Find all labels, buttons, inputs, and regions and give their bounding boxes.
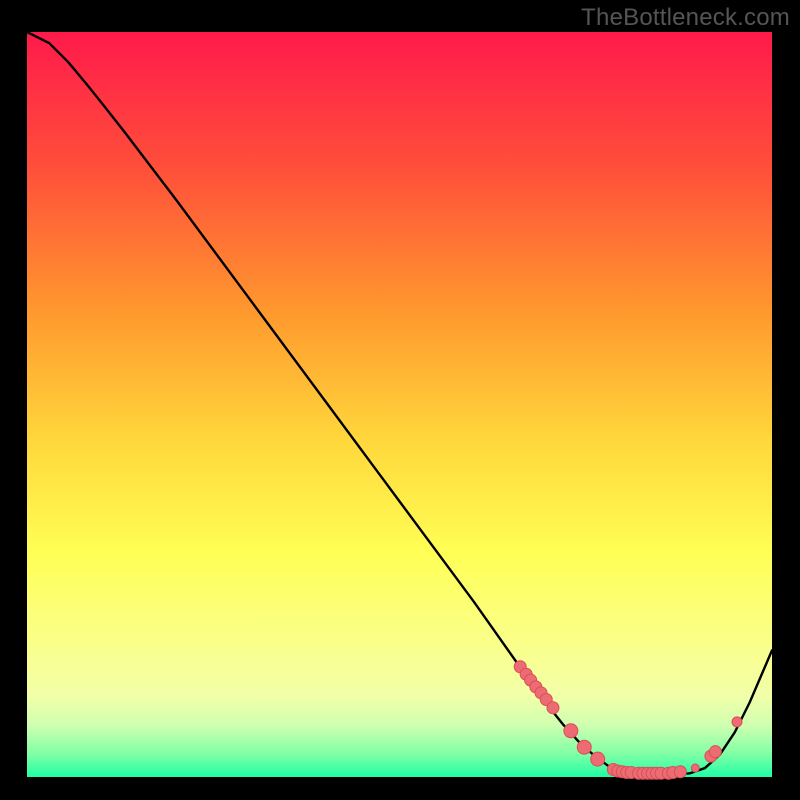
marker-dot — [591, 752, 605, 766]
marker-dot — [674, 766, 686, 778]
marker-dot — [732, 717, 742, 727]
watermark-text: TheBottleneck.com — [581, 4, 790, 32]
marker-dot — [709, 746, 721, 758]
marker-dot — [547, 702, 559, 714]
chart-svg — [0, 0, 800, 800]
marker-dot — [691, 764, 699, 772]
gradient-background — [27, 32, 772, 777]
marker-dot — [577, 740, 591, 754]
marker-dot — [564, 724, 578, 738]
